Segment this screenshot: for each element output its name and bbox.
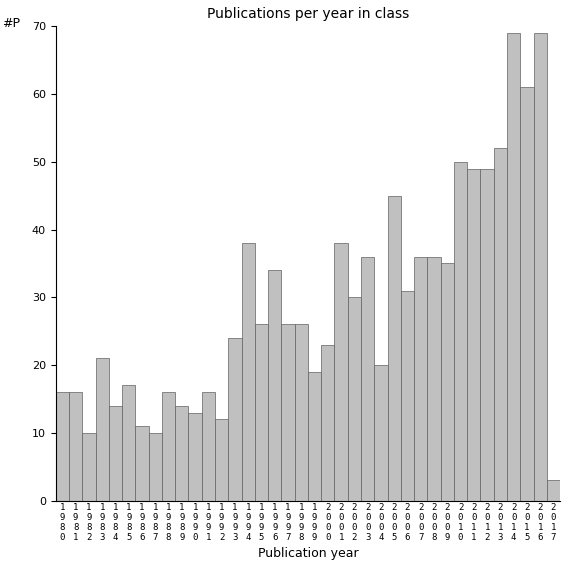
Bar bbox=[215, 420, 229, 501]
Bar bbox=[69, 392, 82, 501]
Bar bbox=[295, 324, 308, 501]
Bar bbox=[480, 168, 494, 501]
Bar bbox=[175, 406, 188, 501]
Bar bbox=[467, 168, 480, 501]
Bar bbox=[136, 426, 149, 501]
Bar bbox=[534, 33, 547, 501]
Bar bbox=[229, 338, 242, 501]
Bar bbox=[281, 324, 295, 501]
Bar bbox=[95, 358, 109, 501]
Bar bbox=[82, 433, 95, 501]
Bar bbox=[162, 392, 175, 501]
Bar bbox=[441, 264, 454, 501]
Bar bbox=[374, 365, 387, 501]
Bar bbox=[202, 392, 215, 501]
Bar bbox=[454, 162, 467, 501]
Title: Publications per year in class: Publications per year in class bbox=[207, 7, 409, 21]
Bar bbox=[387, 196, 401, 501]
Bar bbox=[188, 413, 202, 501]
Bar bbox=[507, 33, 521, 501]
Bar bbox=[361, 257, 374, 501]
Bar bbox=[335, 243, 348, 501]
Bar bbox=[149, 433, 162, 501]
X-axis label: Publication year: Publication year bbox=[257, 547, 358, 560]
Bar bbox=[255, 324, 268, 501]
Bar bbox=[547, 480, 560, 501]
Bar bbox=[109, 406, 122, 501]
Bar bbox=[521, 87, 534, 501]
Bar bbox=[56, 392, 69, 501]
Bar bbox=[268, 270, 281, 501]
Y-axis label: #P: #P bbox=[2, 17, 20, 30]
Bar bbox=[122, 386, 136, 501]
Bar bbox=[401, 290, 414, 501]
Bar bbox=[242, 243, 255, 501]
Bar bbox=[428, 257, 441, 501]
Bar bbox=[414, 257, 428, 501]
Bar bbox=[494, 148, 507, 501]
Bar bbox=[321, 345, 335, 501]
Bar bbox=[348, 297, 361, 501]
Bar bbox=[308, 372, 321, 501]
